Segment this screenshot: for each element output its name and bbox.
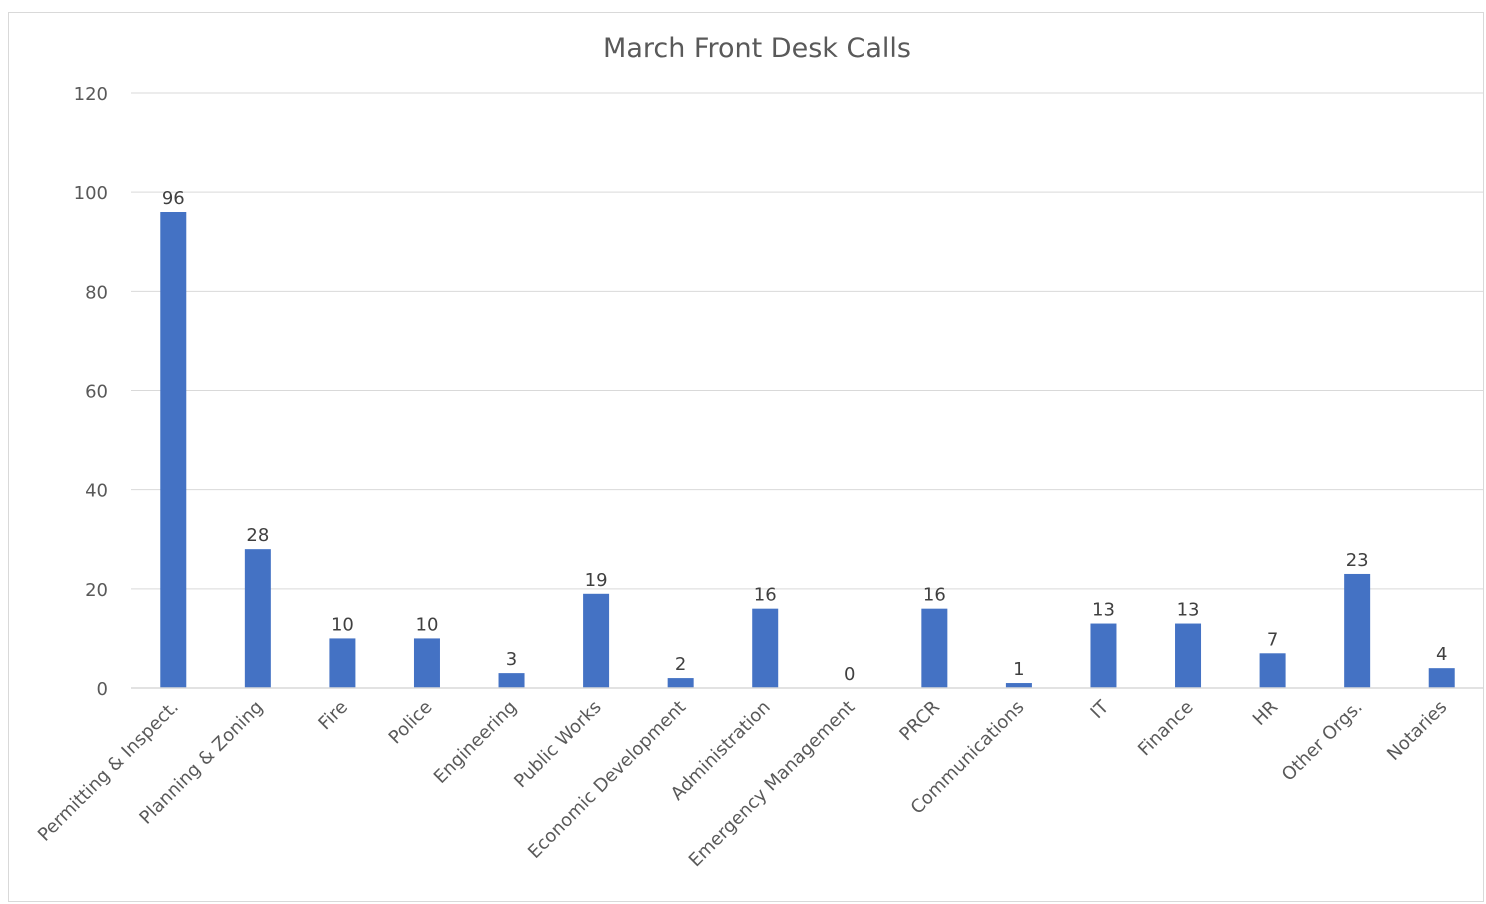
data-label: 23 (1346, 550, 1369, 571)
y-tick-label: 0 (97, 679, 108, 700)
category-label: Economic Development (524, 697, 690, 863)
category-label: Other Orgs. (1278, 697, 1367, 786)
data-label: 96 (162, 188, 185, 209)
category-label: Finance (1134, 697, 1198, 761)
data-label: 28 (246, 525, 269, 546)
y-tick-label: 80 (85, 282, 108, 303)
y-tick-label: 120 (74, 84, 108, 105)
bar (160, 212, 187, 688)
data-label: 4 (1436, 644, 1447, 665)
y-tick-label: 100 (74, 183, 108, 204)
bar (498, 673, 525, 688)
chart-area (8, 12, 1484, 902)
data-labels: 96 28 10 10 3 19 2 16 0 16 1 13 13 7 23 4 (162, 188, 1448, 685)
bar (667, 678, 694, 688)
category-label: Fire (314, 697, 352, 735)
category-label: HR (1249, 697, 1282, 730)
data-label: 0 (844, 664, 855, 685)
bar (583, 593, 610, 688)
data-label: 1 (1013, 659, 1024, 680)
bar (752, 608, 779, 688)
data-label: 13 (1177, 600, 1200, 621)
data-label: 10 (331, 614, 354, 635)
bar (1175, 623, 1202, 688)
category-label: Notaries (1383, 697, 1451, 765)
data-label: 13 (1092, 600, 1115, 621)
gridlines (131, 92, 1484, 590)
data-label: 7 (1267, 629, 1278, 650)
bar (1259, 653, 1286, 688)
chart-title: March Front Desk Calls (603, 33, 911, 64)
data-label: 3 (506, 649, 517, 670)
category-label: Public Works (510, 697, 605, 792)
bar (1090, 623, 1117, 688)
data-label: 10 (416, 614, 439, 635)
category-label: IT (1087, 696, 1114, 723)
category-label: Permitting & Inspect. (34, 697, 183, 846)
y-tick-label: 60 (85, 382, 108, 403)
data-label: 19 (585, 570, 608, 591)
bar (413, 638, 440, 688)
category-label: Police (385, 697, 437, 749)
data-label: 2 (675, 654, 686, 675)
category-label: Engineering (430, 697, 521, 788)
bars (160, 212, 1455, 688)
bar (329, 638, 356, 688)
y-tick-label: 20 (85, 580, 108, 601)
data-label: 16 (923, 585, 946, 606)
y-axis-ticks: 0 20 40 60 80 100 120 (74, 84, 108, 700)
category-label: Emergency Management (685, 697, 860, 872)
bar (1344, 573, 1371, 688)
bar (244, 549, 271, 688)
data-label: 16 (754, 585, 777, 606)
bar (1428, 668, 1455, 688)
category-labels: Permitting & Inspect.Planning & Zoning Fi… (34, 696, 1451, 871)
bar (921, 608, 948, 688)
bar (1005, 683, 1032, 688)
category-label: PRCR (895, 697, 943, 745)
y-tick-label: 40 (85, 481, 108, 502)
